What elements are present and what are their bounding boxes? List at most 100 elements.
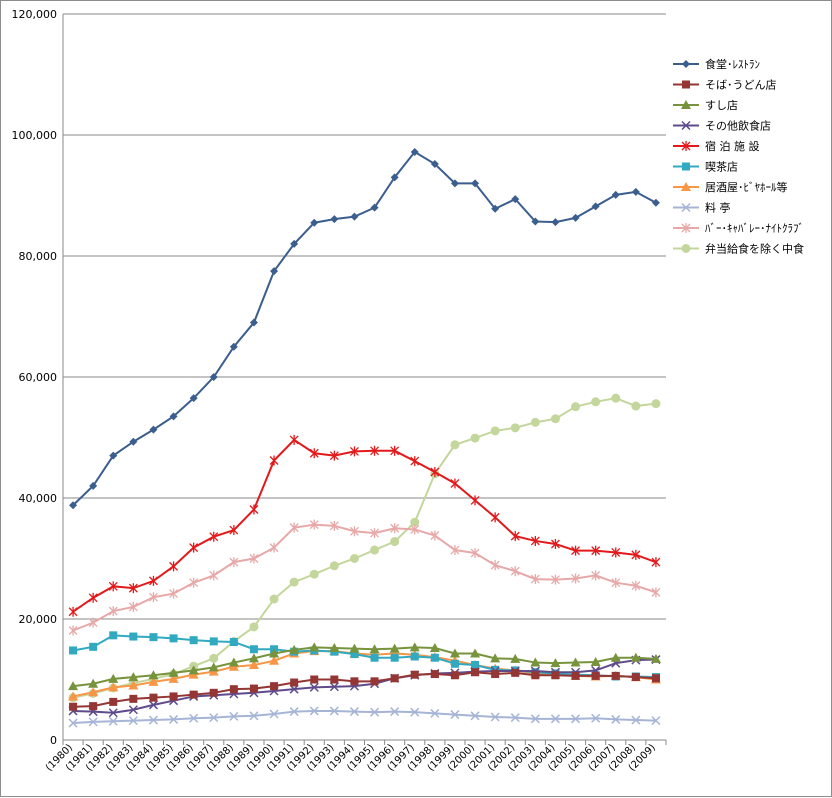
data-point: [490, 712, 500, 722]
data-point: [591, 570, 601, 581]
series-8: [68, 519, 661, 636]
series-line: [73, 658, 656, 714]
data-point: [88, 592, 98, 603]
data-point: [430, 653, 439, 662]
legend-entry: すし店: [673, 98, 738, 112]
data-point: [491, 670, 500, 679]
data-point: [169, 692, 178, 701]
data-point: [128, 672, 139, 682]
data-point: [68, 718, 78, 728]
data-point: [530, 657, 541, 667]
data-point: [249, 645, 258, 654]
data-point: [551, 671, 560, 680]
data-point: [168, 667, 179, 677]
data-point: [149, 693, 158, 702]
data-point: [330, 215, 339, 224]
data-point: [449, 648, 460, 658]
data-point: [189, 577, 199, 588]
data-point: [209, 373, 218, 381]
legend-entry: 居酒屋･ﾋﾞﾔﾎｰﾙ等: [673, 180, 788, 194]
data-point: [631, 715, 641, 725]
legend-label: そば･うどん店: [705, 78, 777, 92]
data-point: [409, 642, 420, 652]
data-point: [88, 717, 98, 727]
data-point: [389, 643, 400, 653]
data-point: [651, 716, 661, 726]
data-point: [350, 677, 359, 686]
data-point: [229, 637, 238, 646]
data-point: [89, 642, 98, 651]
data-point: [88, 678, 99, 688]
data-point: [370, 445, 380, 456]
data-point: [349, 554, 359, 563]
data-point: [611, 577, 621, 588]
data-point: [530, 417, 540, 427]
data-point: [189, 542, 199, 553]
data-point: [269, 655, 280, 665]
data-point: [410, 670, 419, 679]
data-point: [571, 714, 581, 724]
y-tick-label: 20,000: [19, 613, 58, 626]
data-point: [329, 706, 339, 716]
series-line: [72, 709, 656, 725]
data-point: [511, 195, 520, 204]
data-point: [249, 711, 259, 721]
data-point: [289, 434, 299, 445]
y-tick-label: 80,000: [19, 250, 58, 263]
data-point: [631, 673, 640, 682]
data-point: [631, 580, 641, 591]
data-point: [168, 673, 179, 683]
data-point: [430, 160, 439, 169]
data-point: [571, 213, 580, 222]
data-point: [89, 702, 98, 711]
data-point: [269, 455, 279, 466]
data-point: [370, 653, 379, 662]
legend-entry: ﾊﾞｰ･ｷｬﾊﾞﾚｰ･ﾅｲﾄｸﾗﾌﾞ: [673, 222, 804, 235]
data-point: [491, 204, 500, 213]
legend-entry: 料 亭: [673, 201, 731, 215]
y-tick-label: 100,000: [12, 129, 58, 142]
data-point: [430, 466, 440, 477]
data-point: [390, 537, 400, 547]
data-point: [229, 711, 239, 721]
data-point: [530, 574, 540, 585]
data-point: [450, 671, 459, 680]
data-point: [630, 652, 641, 662]
data-point: [430, 530, 440, 541]
data-point: [450, 659, 459, 668]
data-point: [430, 708, 440, 718]
data-point: [611, 393, 621, 403]
legend-marker: [681, 223, 691, 233]
data-point: [611, 190, 620, 199]
data-point: [611, 714, 621, 724]
data-point: [229, 342, 238, 351]
data-point: [450, 545, 460, 556]
data-point: [591, 202, 600, 211]
data-point: [269, 709, 279, 719]
legend-label: 弁当給食を除く中食: [705, 242, 804, 256]
data-point: [490, 512, 500, 523]
data-point: [650, 653, 661, 663]
data-point: [531, 671, 540, 680]
data-point: [651, 557, 661, 568]
data-point: [410, 524, 420, 535]
data-point: [108, 581, 118, 592]
legend-marker: [681, 244, 691, 253]
data-point: [470, 711, 480, 721]
legend-label: 食堂･ﾚｽﾄﾗﾝ: [705, 57, 760, 71]
data-point: [410, 456, 420, 467]
data-point: [370, 677, 379, 686]
data-point: [590, 656, 601, 666]
data-point: [128, 601, 138, 612]
data-point: [370, 528, 380, 539]
data-point: [611, 671, 620, 680]
data-point: [591, 713, 601, 723]
data-point: [571, 671, 580, 680]
legend-marker: [681, 202, 691, 213]
data-point: [109, 451, 118, 460]
legend-label: その他飲食店: [705, 119, 771, 133]
data-point: [189, 394, 198, 403]
data-point: [550, 414, 560, 424]
data-point: [651, 674, 660, 683]
data-point: [249, 504, 259, 515]
